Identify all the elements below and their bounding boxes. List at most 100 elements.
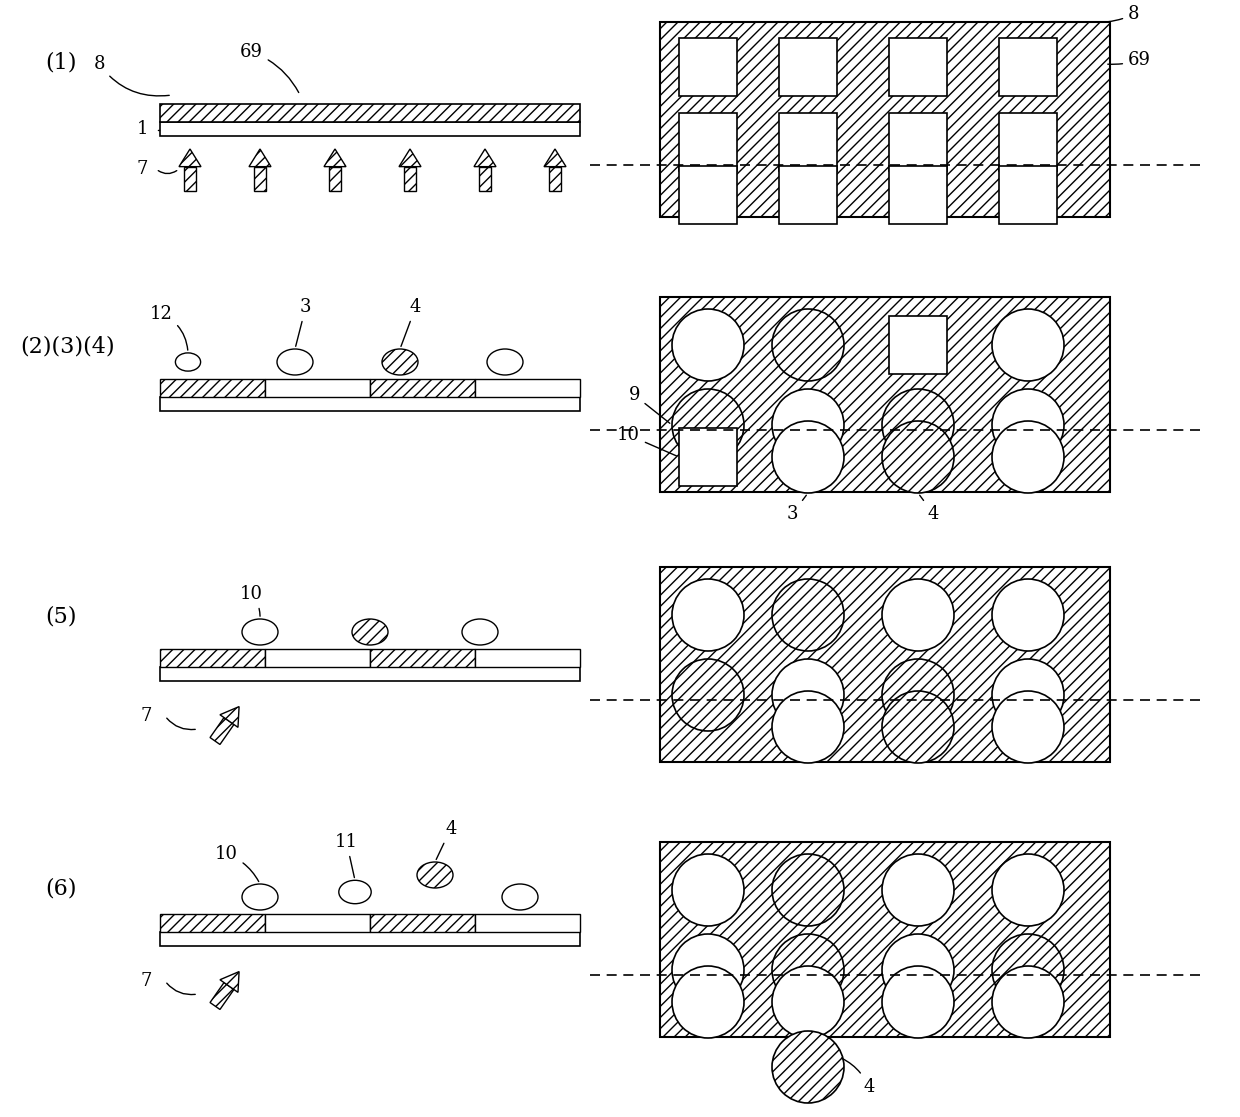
Circle shape <box>992 309 1064 381</box>
Circle shape <box>773 659 844 731</box>
Bar <box>160 667 580 681</box>
Text: 12: 12 <box>150 305 187 350</box>
Bar <box>999 38 1056 96</box>
Bar <box>889 166 947 225</box>
Polygon shape <box>399 149 422 166</box>
Circle shape <box>882 659 954 731</box>
Circle shape <box>773 389 844 461</box>
Polygon shape <box>324 149 346 166</box>
Ellipse shape <box>352 619 388 645</box>
Circle shape <box>773 966 844 1038</box>
Circle shape <box>992 389 1064 461</box>
Bar <box>160 397 580 411</box>
Circle shape <box>992 691 1064 763</box>
Text: (5): (5) <box>45 607 77 628</box>
Bar <box>549 166 560 191</box>
Bar <box>184 166 196 191</box>
Circle shape <box>672 659 744 731</box>
Bar <box>160 932 580 946</box>
Text: 8: 8 <box>1107 4 1140 23</box>
Circle shape <box>992 966 1064 1038</box>
Ellipse shape <box>242 619 278 645</box>
Text: 7: 7 <box>140 972 153 990</box>
Text: 10: 10 <box>241 585 263 617</box>
Ellipse shape <box>382 349 418 375</box>
Bar <box>160 649 265 667</box>
Ellipse shape <box>242 884 278 910</box>
Bar <box>265 649 370 667</box>
Circle shape <box>773 579 844 651</box>
Bar <box>479 166 491 191</box>
Bar <box>680 113 737 171</box>
Text: 3: 3 <box>786 495 806 523</box>
Circle shape <box>882 579 954 651</box>
Bar <box>475 914 580 932</box>
Text: 3: 3 <box>295 298 311 346</box>
Ellipse shape <box>339 880 371 904</box>
Bar <box>680 166 737 225</box>
Circle shape <box>992 659 1064 731</box>
Text: 9: 9 <box>629 386 670 423</box>
Text: 1: 1 <box>136 120 148 139</box>
Bar <box>779 113 837 171</box>
Bar <box>660 567 1110 762</box>
Bar <box>370 914 475 932</box>
Bar <box>254 166 267 191</box>
Circle shape <box>773 855 844 926</box>
Circle shape <box>882 934 954 1006</box>
Text: 4: 4 <box>436 820 456 859</box>
Bar <box>370 649 475 667</box>
Ellipse shape <box>175 353 201 371</box>
Bar <box>160 104 580 122</box>
Bar <box>475 649 580 667</box>
Polygon shape <box>219 707 239 727</box>
Bar <box>779 166 837 225</box>
Bar <box>160 122 580 136</box>
Ellipse shape <box>487 349 523 375</box>
Circle shape <box>672 579 744 651</box>
Text: 7: 7 <box>140 707 153 725</box>
Bar <box>265 379 370 397</box>
Polygon shape <box>544 149 565 166</box>
Bar <box>889 113 947 171</box>
Circle shape <box>773 1031 844 1102</box>
Bar <box>404 166 417 191</box>
Bar <box>160 379 265 397</box>
Polygon shape <box>219 972 239 992</box>
Bar <box>210 717 234 744</box>
Circle shape <box>882 421 954 493</box>
Circle shape <box>672 966 744 1038</box>
Circle shape <box>773 934 844 1006</box>
Circle shape <box>773 421 844 493</box>
Text: (2)(3)(4): (2)(3)(4) <box>20 336 114 359</box>
Bar <box>370 379 475 397</box>
Bar <box>660 22 1110 217</box>
Bar <box>889 316 947 374</box>
Circle shape <box>992 934 1064 1006</box>
Circle shape <box>773 309 844 381</box>
Polygon shape <box>249 149 272 166</box>
Polygon shape <box>474 149 496 166</box>
Circle shape <box>672 855 744 926</box>
Circle shape <box>882 691 954 763</box>
Bar <box>210 983 234 1010</box>
Circle shape <box>992 579 1064 651</box>
Circle shape <box>992 421 1064 493</box>
Bar <box>265 914 370 932</box>
Bar <box>160 914 265 932</box>
Circle shape <box>992 855 1064 926</box>
Ellipse shape <box>277 349 312 375</box>
Ellipse shape <box>417 862 453 888</box>
Bar <box>889 38 947 96</box>
Bar <box>779 38 837 96</box>
Circle shape <box>672 934 744 1006</box>
Polygon shape <box>179 149 201 166</box>
Text: 7: 7 <box>136 160 148 178</box>
Bar <box>329 166 341 191</box>
Text: 69: 69 <box>241 42 299 93</box>
Bar <box>475 379 580 397</box>
Bar <box>660 297 1110 491</box>
Circle shape <box>882 855 954 926</box>
Text: 11: 11 <box>335 833 358 878</box>
Text: 4: 4 <box>401 298 422 346</box>
